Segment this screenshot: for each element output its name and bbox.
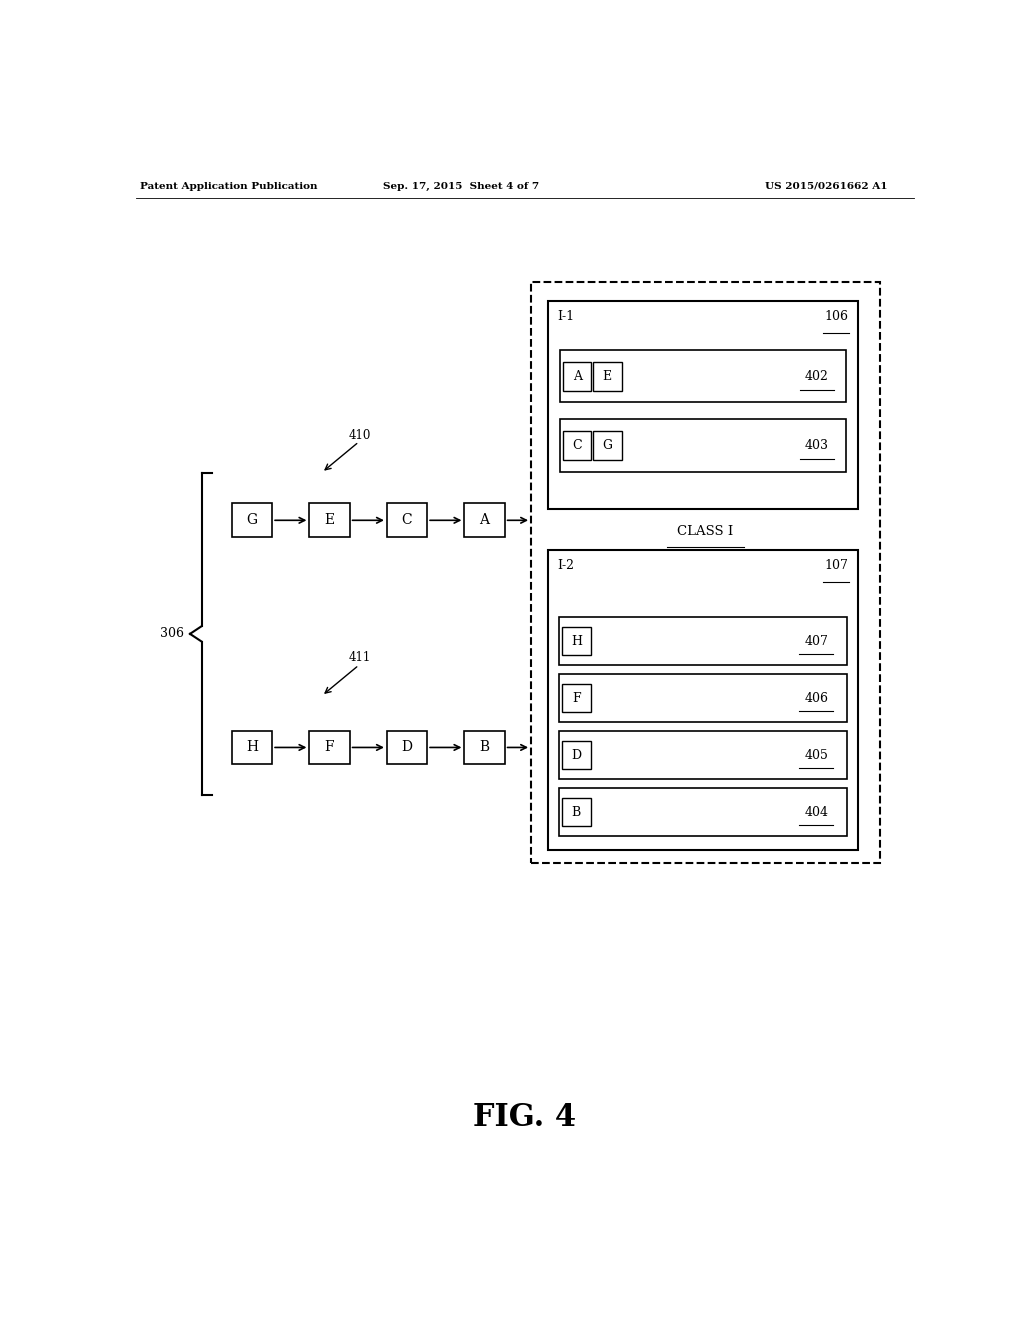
Text: 406: 406 — [804, 692, 828, 705]
Bar — [562, 741, 591, 770]
Bar — [560, 420, 847, 471]
Text: A: A — [572, 370, 582, 383]
Bar — [593, 362, 622, 391]
Bar — [548, 301, 858, 508]
Text: Sep. 17, 2015  Sheet 4 of 7: Sep. 17, 2015 Sheet 4 of 7 — [383, 182, 540, 190]
Text: US 2015/0261662 A1: US 2015/0261662 A1 — [765, 182, 888, 190]
Text: D: D — [571, 748, 582, 762]
Text: Patent Application Publication: Patent Application Publication — [139, 182, 317, 190]
Bar — [562, 627, 591, 656]
Text: G: G — [602, 440, 612, 453]
Bar — [309, 730, 349, 764]
Bar — [593, 432, 622, 459]
Text: E: E — [325, 513, 335, 527]
Text: I-2: I-2 — [557, 558, 574, 572]
Bar — [548, 549, 858, 850]
Text: 402: 402 — [805, 370, 828, 383]
Text: 410: 410 — [349, 429, 372, 442]
Bar — [464, 730, 505, 764]
Text: I-1: I-1 — [557, 310, 574, 323]
Text: A: A — [479, 513, 489, 527]
Bar — [531, 281, 880, 863]
Bar — [559, 675, 847, 722]
Bar — [309, 503, 349, 537]
Bar — [562, 797, 591, 826]
Bar — [387, 503, 427, 537]
Bar — [563, 432, 592, 459]
Bar — [231, 730, 272, 764]
Text: 404: 404 — [804, 805, 828, 818]
Text: 403: 403 — [805, 440, 829, 453]
Text: 106: 106 — [824, 310, 849, 323]
Text: F: F — [572, 692, 581, 705]
Bar — [563, 362, 592, 391]
Text: B: B — [571, 805, 581, 818]
Text: H: H — [570, 635, 582, 648]
Text: 306: 306 — [160, 627, 183, 640]
Text: C: C — [401, 513, 413, 527]
Text: 107: 107 — [825, 558, 849, 572]
Bar — [559, 788, 847, 836]
Text: 405: 405 — [804, 748, 828, 762]
Text: FIG. 4: FIG. 4 — [473, 1102, 577, 1133]
Text: 407: 407 — [804, 635, 828, 648]
Bar — [387, 730, 427, 764]
Bar — [560, 350, 847, 403]
Text: B: B — [479, 741, 489, 755]
Text: CLASS I: CLASS I — [677, 525, 733, 539]
Text: H: H — [246, 741, 258, 755]
Bar — [559, 731, 847, 779]
Bar — [231, 503, 272, 537]
Text: 411: 411 — [349, 651, 371, 664]
Bar — [464, 503, 505, 537]
Bar — [559, 618, 847, 665]
Text: F: F — [325, 741, 334, 755]
Text: D: D — [401, 741, 413, 755]
Text: C: C — [572, 440, 582, 453]
Text: G: G — [247, 513, 258, 527]
Text: E: E — [603, 370, 612, 383]
Bar — [562, 684, 591, 713]
